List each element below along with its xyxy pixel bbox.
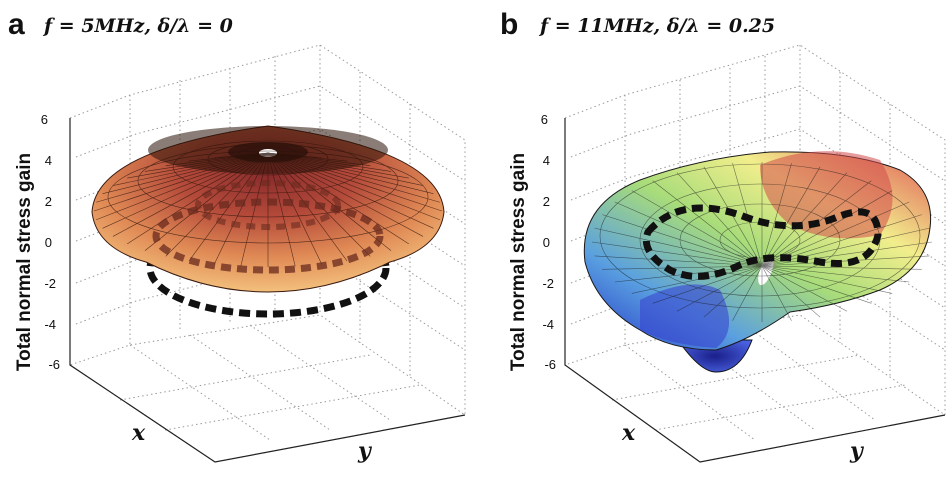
panel-b-y-label: y	[849, 438, 865, 464]
mesh-line	[267, 152, 296, 267]
z-tick: -2	[542, 276, 554, 291]
mesh-line	[594, 227, 763, 267]
z-tick: -6	[48, 357, 60, 372]
panel-b-z-ticks: 6 4 2 0 -2 -4 -6	[541, 112, 556, 372]
mesh-line	[165, 152, 269, 166]
mesh-line	[631, 190, 763, 267]
panel-b-dashed-curve	[642, 204, 882, 280]
mesh-line	[144, 152, 269, 172]
mesh-line	[213, 152, 269, 265]
panel-a: a f = 5MHz, δ/λ = 0 6 4 2 0 -2 -4 -6	[8, 8, 466, 464]
mesh-line	[761, 241, 933, 267]
z-tick: 4	[543, 153, 550, 168]
mesh-line	[614, 201, 763, 267]
mesh-line	[599, 163, 921, 309]
mesh-line	[267, 152, 371, 166]
mesh-line	[631, 265, 763, 294]
mesh-line	[591, 241, 763, 267]
mesh-line	[144, 152, 269, 251]
panel-a-y-label: y	[357, 438, 373, 464]
panel-b-x-label: x	[621, 420, 636, 446]
mesh-line	[267, 152, 323, 265]
mesh-line	[761, 265, 893, 294]
mesh-line	[267, 152, 409, 179]
panel-a-title: f = 5MHz, δ/λ = 0	[42, 15, 233, 37]
z-tick: -6	[544, 357, 556, 372]
panel-b-surface	[583, 151, 933, 373]
mesh-line	[102, 152, 269, 229]
mesh-line	[761, 255, 930, 267]
panel-a-z-label: Total normal stress gain	[14, 153, 35, 371]
mesh-line	[96, 152, 269, 203]
mesh-line	[652, 265, 763, 304]
mesh-line	[761, 265, 922, 270]
z-tick: 2	[543, 194, 550, 209]
z-tick: 6	[541, 112, 548, 127]
panel-letter-b: b	[500, 8, 518, 41]
mesh-line	[679, 203, 841, 277]
mesh-line	[267, 152, 424, 237]
mesh-line	[112, 152, 269, 186]
z-tick: -2	[44, 276, 56, 291]
mesh-line	[102, 152, 269, 194]
panel-letter-a: a	[8, 8, 25, 41]
mesh-line	[267, 152, 392, 172]
z-tick: 0	[45, 235, 52, 250]
mesh-line	[127, 152, 269, 245]
panel-b-z-label: Total normal stress gain	[508, 153, 529, 371]
mesh-line	[267, 152, 424, 186]
mesh-line	[676, 265, 763, 312]
panel-a-dashed-ring	[146, 218, 390, 318]
mesh-line	[240, 152, 269, 267]
mesh-line	[267, 152, 434, 229]
panel-a-z-ticks: 6 4 2 0 -2 -4 -6	[41, 112, 60, 372]
mesh-line	[676, 172, 763, 267]
mesh-line	[267, 152, 392, 251]
panel-a-surface	[91, 125, 445, 293]
mesh-line	[761, 265, 910, 283]
z-tick: 0	[543, 235, 550, 250]
z-tick: -4	[542, 317, 554, 332]
mesh-line	[761, 265, 848, 312]
mesh-line	[761, 163, 792, 267]
z-tick: 4	[45, 153, 52, 168]
z-tick: 6	[41, 112, 48, 127]
mesh-line	[112, 152, 269, 237]
mesh-line	[165, 152, 269, 257]
mesh-line	[761, 190, 893, 267]
mesh-line	[267, 152, 443, 212]
panel-a-x-label: x	[131, 420, 146, 446]
mesh-line	[761, 265, 792, 321]
mesh-line	[761, 172, 848, 267]
mesh-line	[761, 265, 821, 318]
panel-b-title: f = 11MHz, δ/λ = 0.25	[538, 15, 775, 37]
mesh-line	[127, 152, 269, 179]
mesh-line	[93, 152, 269, 212]
mesh-line	[732, 265, 763, 321]
mesh-line	[267, 152, 440, 203]
mesh-line	[267, 152, 440, 221]
mesh-line	[652, 180, 763, 267]
mesh-line	[240, 152, 269, 156]
z-tick: 2	[45, 194, 52, 209]
z-tick: -4	[44, 317, 56, 332]
panel-b: b f = 11MHz, δ/λ = 0.25 6 4 2 0 -2 -4 -6…	[500, 8, 946, 464]
mesh-line	[761, 166, 821, 267]
mesh-line	[761, 265, 872, 304]
mesh-line	[267, 152, 434, 194]
mesh-line	[703, 265, 763, 318]
mesh-line	[602, 214, 763, 267]
mesh-line	[96, 152, 269, 221]
